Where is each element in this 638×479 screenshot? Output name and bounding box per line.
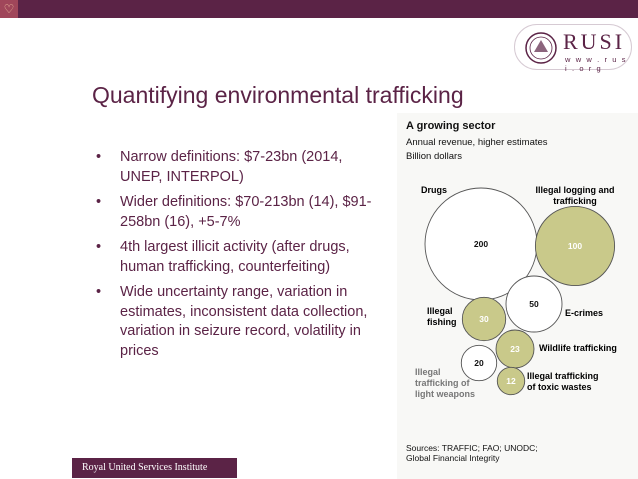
bubble-category-label: Illegal logging and trafficking [527, 185, 623, 207]
heart-icon: ♡ [0, 0, 18, 18]
bullet-text: Wider definitions: $70-213bn (14), $91-2… [120, 194, 372, 230]
bullet-marker: • [96, 239, 102, 255]
logo-url: w w w . r u s i . o r g [565, 55, 628, 73]
chart-subtitle-line: Annual revenue, higher estimates [406, 137, 548, 148]
bubble-illegal-logging-and-trafficking [534, 205, 616, 287]
bubble-category-label-line: light weapons [415, 389, 476, 399]
bubble-category-label: Wildlife trafficking [539, 343, 617, 354]
crest-icon [525, 32, 557, 64]
bubble-illegal-trafficking-of-toxic-wastes [496, 366, 526, 396]
bubble-category-label-line: fishing [427, 317, 457, 327]
bullet-item: • Wide uncertainty range, variation in es… [92, 283, 377, 361]
bubble-category-label-line: Illegal logging and [535, 185, 615, 195]
chart-subtitle-line: Billion dollars [406, 151, 462, 162]
bullet-marker: • [96, 194, 102, 210]
chart-source-line: Global Financial Integrity [406, 453, 500, 463]
bubble-category-label-line: Illegal [427, 306, 453, 316]
top-bar [0, 0, 638, 18]
bubble-value-label: 23 [510, 344, 520, 354]
bullet-text: 4th largest illicit activity (after drug… [120, 239, 350, 275]
bullet-item: • 4th largest illicit activity (after dru… [92, 238, 377, 277]
bubble-category-label: Illegal trafficking of light weapons [415, 367, 475, 400]
bullet-list: • Narrow definitions: $7-23bn (2014, UNEP… [92, 148, 377, 367]
bubble-value-label: 100 [568, 241, 582, 251]
bubble-plot: 200 100 50 30 23 20 12 [424, 187, 616, 396]
bubble-category-label-line: E-crimes [565, 308, 604, 318]
bubble-value-label: 12 [506, 376, 516, 386]
rusi-logo: RUSI w w w . r u s i . o r g [514, 24, 632, 73]
bubble-category-label: Illegal fishing [427, 306, 457, 328]
chart-source-line: Sources: TRAFFIC; FAO; UNODC; [406, 443, 538, 453]
bullet-text: Narrow definitions: $7-23bn (2014, UNEP,… [120, 149, 343, 185]
footer-institute-name: Royal United Services Institute [72, 458, 237, 478]
bubble-chart: A growing sector Annual revenue, higher … [397, 113, 638, 479]
bullet-text: Wide uncertainty range, variation in est… [120, 284, 368, 359]
bubble-value-label: 30 [479, 314, 489, 324]
bubble-illegal-fishing [461, 296, 507, 342]
bullet-item: • Wider definitions: $70-213bn (14), $91-… [92, 193, 377, 232]
bubble-category-label: Illegal trafficking of toxic wastes [527, 371, 599, 393]
bubble-value-label: 20 [474, 358, 484, 368]
logo-name: RUSI [563, 29, 626, 54]
bubble-value-label: 50 [529, 299, 539, 309]
slide-title: Quantifying environmental trafficking [92, 82, 464, 108]
bullet-marker: • [96, 284, 102, 300]
bubble-category-label-line: Wildlife trafficking [539, 343, 617, 353]
bubble-category-label-line: Drugs [421, 185, 448, 195]
bubble-value-label: 200 [474, 239, 488, 249]
chart-title: A growing sector [406, 120, 496, 132]
bubble-category-label-line: of toxic wastes [527, 382, 592, 392]
bubble-category-label-line: trafficking of [415, 378, 470, 388]
bubble-category-label-line: Illegal [415, 367, 441, 377]
bubble-e-crimes [505, 275, 563, 333]
bubble-category-label-line: Illegal trafficking [527, 371, 599, 381]
chart-source: Sources: TRAFFIC; FAO; UNODC; Global Fin… [406, 443, 538, 463]
bubble-illegal-trafficking-of-light-weapons [460, 344, 498, 382]
bubble-category-label: E-crimes [565, 308, 603, 319]
bullet-item: • Narrow definitions: $7-23bn (2014, UNEP… [92, 148, 377, 187]
bullet-marker: • [96, 149, 102, 165]
bubble-category-label-line: trafficking [553, 196, 597, 206]
bubble-category-label: Drugs [421, 185, 447, 196]
